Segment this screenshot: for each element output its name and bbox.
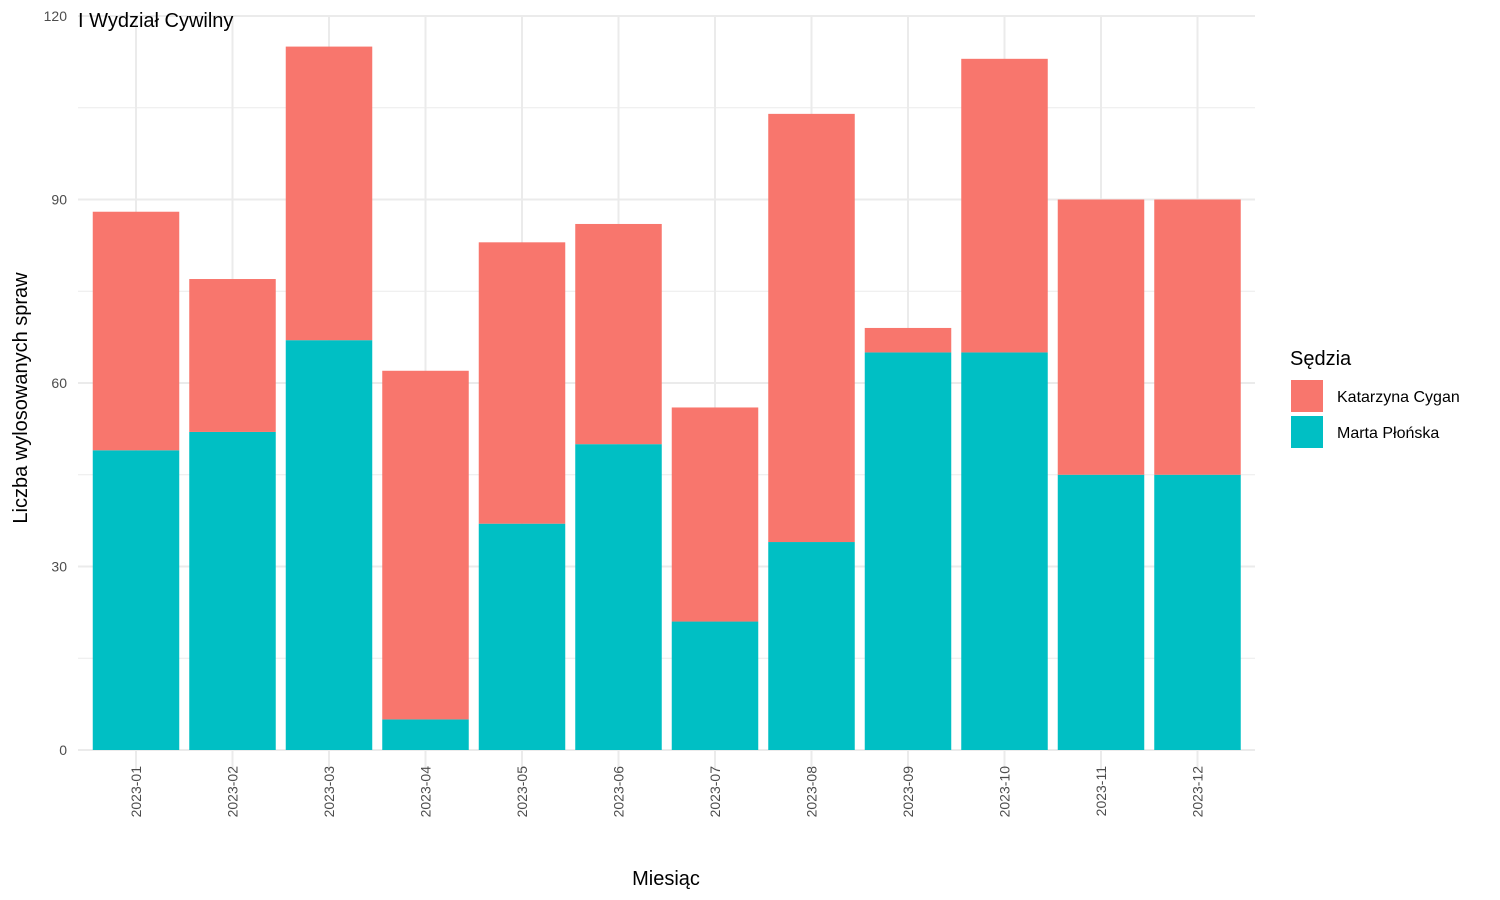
legend: Sędzia Katarzyna Cygan Marta Płońska [1290,348,1460,448]
bar-katarzyna-cygan [92,211,180,451]
bar-marta-plonska [768,542,855,750]
y-axis-title: Liczba wylosowanych spraw [10,272,32,524]
x-tick-label: 2023-03 [321,766,337,818]
x-tick-label: 2023-01 [128,766,144,818]
x-tick-label: 2023-05 [514,766,530,818]
bar-marta-plonska [1057,474,1145,750]
bar-katarzyna-cygan [1154,199,1241,475]
x-axis-title: Miesiąc [632,868,700,890]
y-tick-label: 0 [59,742,67,758]
x-tick-label: 2023-11 [1093,766,1109,817]
bar-katarzyna-cygan [961,58,1048,353]
bar-katarzyna-cygan [1057,199,1145,475]
x-tick-label: 2023-12 [1190,766,1206,818]
bar-katarzyna-cygan [864,327,952,353]
x-tick-label: 2023-02 [225,766,241,818]
bar-marta-plonska [961,352,1048,750]
bar-katarzyna-cygan [382,370,469,720]
legend-label: Katarzyna Cygan [1337,389,1460,406]
y-tick-label: 60 [51,375,67,391]
x-tick-label: 2023-09 [900,766,916,818]
chart-title: I Wydział Cywilny [78,10,233,32]
bar-katarzyna-cygan [768,113,855,543]
x-axis-ticks: 2023-01 2023-02 2023-03 2023-04 2023-05 2023-… [128,766,1206,818]
legend-key-katarzyna-cygan [1291,380,1323,412]
bar-katarzyna-cygan [671,407,759,622]
bar-marta-plonska [864,352,952,750]
bars [92,46,1241,750]
y-tick-label: 120 [44,8,68,24]
x-tick-label: 2023-04 [418,766,434,818]
bar-marta-plonska [478,523,566,750]
bar-marta-plonska [382,719,469,750]
legend-title: Sędzia [1290,348,1352,370]
x-tick-label: 2023-10 [997,766,1013,818]
bar-marta-plonska [1154,474,1241,750]
y-axis-ticks: 0 30 60 90 120 [44,8,68,758]
x-tick-label: 2023-08 [804,766,820,818]
bar-marta-plonska [671,621,759,750]
bar-marta-plonska [92,450,180,750]
bar-katarzyna-cygan [575,223,662,445]
x-tick-label: 2023-07 [707,766,723,818]
bar-marta-plonska [575,444,662,750]
y-tick-label: 90 [51,192,67,208]
legend-label: Marta Płońska [1337,425,1439,442]
legend-key-marta-plonska [1291,416,1323,448]
bar-katarzyna-cygan [285,46,373,341]
bar-katarzyna-cygan [478,242,566,524]
bar-katarzyna-cygan [189,279,276,432]
bar-marta-plonska [189,431,276,750]
x-tick-label: 2023-06 [611,766,627,818]
bar-marta-plonska [285,340,373,750]
y-tick-label: 30 [51,559,67,575]
